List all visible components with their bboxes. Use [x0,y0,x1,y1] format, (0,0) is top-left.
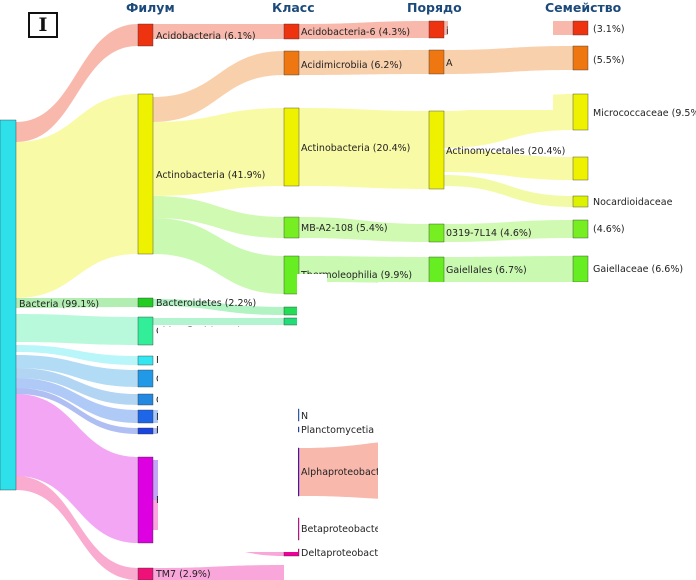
node-p-chloro[interactable] [137,316,154,346]
node-f-a[interactable] [572,20,589,36]
header-order: Порядо [407,0,462,15]
node-bacteria[interactable] [0,119,17,491]
node-c-actino[interactable] [283,107,300,187]
node-label-p-acido: Acidobacteria (6.1%) [156,31,256,42]
node-label-o-gaiell: Gaiellales (6.7%) [446,265,527,276]
node-p-acido[interactable] [137,23,154,47]
node-p-proteo[interactable] [137,456,154,544]
node-o-acidimicro[interactable] [428,49,445,75]
node-label-bacteria: Bacteria (99.1%) [19,299,99,310]
node-label-o-actinomy: Actinomycetales (20.4%) [446,146,565,157]
node-label-c-actino: Actinobacteria (20.4%) [301,143,410,154]
node-label-c-mba2: MB-A2-108 (5.4%) [301,223,388,234]
flow-link-bacteria-to-p-tm7 [16,476,138,580]
node-c-mba2[interactable] [283,216,300,239]
flow-link-p-actino-to-c-acidimicro [153,51,284,122]
flow-link-o-acidimicro-to-f-b [444,46,573,74]
node-p-actino[interactable] [137,93,154,255]
node-o-actinomy[interactable] [428,110,445,190]
flow-link-bacteria-to-p-actino [16,94,138,298]
node-p-p[interactable] [137,427,154,435]
flow-link-p-actino-to-c-thermo [153,218,284,294]
node-label-f-b: (5.5%) [593,55,625,66]
node-label-o-0319: 0319-7L14 (4.6%) [446,228,532,239]
flow-link-bacteria-to-p-g2 [16,368,138,405]
flow-link-bacteria-to-p-f [16,345,138,365]
flow-link-p-actino-to-c-mba2 [153,196,284,238]
node-label-c-delta: Deltaproteobacte [301,548,384,559]
panel-label: I [28,12,58,38]
flow-link-c-thermo-to-o-gaiell [299,256,429,283]
occlusion-mask [297,274,327,404]
occlusion-mask [158,327,298,552]
occlusion-mask [458,86,553,110]
node-f-sm1[interactable] [572,156,589,181]
node-label-f-micrococ: Micrococcaceae (9.5%) [593,108,696,119]
occlusion-mask [448,18,553,38]
flow-link-bacteria-to-p-g1 [16,355,138,387]
flow-link-o-actinomy-to-f-nocard [444,175,573,207]
node-o-0319[interactable] [428,223,445,243]
flow-link-p-acido-to-c-acido6 [153,24,284,39]
flow-link-p-actino-to-c-actino [153,108,284,196]
node-label-o-acidimicro: A [446,58,453,69]
node-p-g2[interactable] [137,393,154,406]
flow-link-bacteria-to-p-acido [16,24,138,142]
node-p-f[interactable] [137,355,154,366]
node-f-gaiellaceae[interactable] [572,255,589,283]
flow-link-bacteria-to-p-chloro [16,314,138,345]
header-family: Семейство [545,0,622,15]
flow-link-c-acido6-to-o-acido [299,21,429,39]
node-p-bactero[interactable] [137,297,154,308]
node-label-c-plancto: Planctomycetia (1 [301,425,387,436]
flow-link-bacteria-to-p-p [16,388,138,434]
node-label-c-beta: Betaproteobacteri [301,524,387,535]
flow-link-c-acidimicro-to-o-acidimicro [299,50,429,75]
node-label-f-gaiellaceae: Gaiellaceae (6.6%) [593,264,683,275]
flow-link-p-chloro-to-c-e [153,318,284,325]
flow-link-o-actinomy-to-f-sm1 [444,150,573,180]
flow-link-p-bactero-to-c-s [153,299,284,315]
header-phylum: Филум [126,0,175,15]
flow-link-o-gaiell-to-f-gaiellaceae [444,256,573,283]
flow-link-bacteria-to-p-n [16,378,138,423]
node-label-c-n: N [301,411,308,422]
node-label-f-a: (3.1%) [593,24,625,35]
node-p-n[interactable] [137,409,154,424]
flow-link-p-tm7-to-c-delta [153,565,284,580]
node-f-nocard[interactable] [572,195,589,208]
node-label-f-nocard: Nocardioidaceae [593,197,673,208]
node-p-g1[interactable] [137,369,154,388]
header-class: Класс [272,0,315,15]
node-o-gaiell[interactable] [428,256,445,284]
node-o-acido[interactable] [428,20,445,39]
node-label-f-c: (4.6%) [593,224,625,235]
flow-link-o-0319-to-f-c [444,220,573,242]
flow-link-bacteria-to-p-proteo [16,394,138,543]
node-label-p-tm7: TM7 (2.9%) [155,569,211,580]
node-f-b[interactable] [572,45,589,71]
node-f-micrococ[interactable] [572,93,589,131]
flow-link-bacteria-to-p-bactero [16,298,138,308]
node-label-c-acidimicro: Acidimicrobiia (6.2%) [301,60,402,71]
node-c-acido6[interactable] [283,23,300,40]
node-label-c-alpha: Alphaproteobacte [301,467,386,478]
flow-link-c-mba2-to-o-0319 [299,217,429,242]
occlusion-mask [378,282,696,580]
node-p-tm7[interactable] [137,567,154,580]
node-c-acidimicro[interactable] [283,50,300,76]
node-label-c-acido6: Acidobacteria-6 (4.3%) [301,27,410,38]
node-label-p-bactero: Bacteroidetes (2.2%) [156,298,256,309]
flow-link-c-actino-to-o-actinomy [299,108,429,189]
node-f-c[interactable] [572,219,589,239]
node-label-c-thermo: Thermoleophilia (9.9%) [300,270,412,281]
node-label-p-actino: Actinobacteria (41.9%) [156,170,265,181]
